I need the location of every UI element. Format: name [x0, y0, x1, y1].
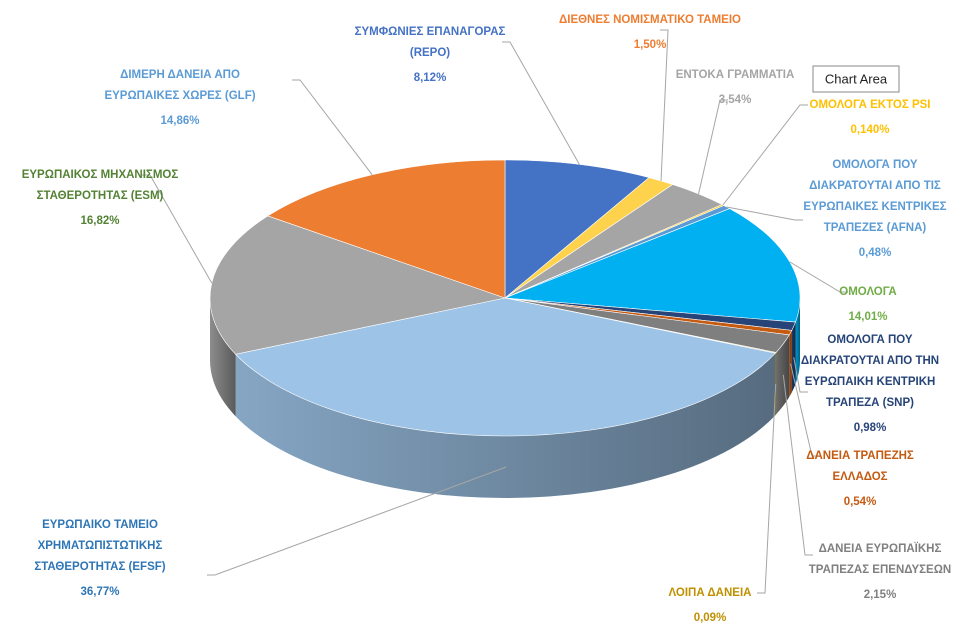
value-label: 16,82%	[80, 215, 119, 227]
category-label: ΤΡΑΠΕΖΑ (SNP)	[826, 397, 914, 409]
value-label: 14,01%	[848, 311, 887, 323]
value-label: 8,12%	[414, 72, 447, 84]
category-label: ΕΥΡΩΠΑΙΚΟΣ ΜΗΧΑΝΙΣΜΟΣ	[22, 169, 179, 181]
slice	[504, 208, 801, 323]
category-label: ΟΜΟΛΟΓΑ ΕΚΤΟΣ PSI	[810, 99, 931, 111]
category-label: ΕΛΛΑΔΟΣ	[832, 471, 887, 483]
category-label: ΤΡΑΠΕΖΕΣ (AFNA)	[824, 222, 927, 234]
value-label: 3,54%	[719, 94, 752, 106]
category-label: ΔΙΑΚΡΑΤΟΥΤΑΙ ΑΠΟ ΤΗΝ	[801, 355, 939, 367]
leader-line	[292, 79, 373, 176]
leader-line	[142, 174, 213, 284]
slice-side-shade	[775, 352, 777, 416]
category-label: ΕΥΡΩΠΑΙΚΟ ΤΑΜΕΙΟ	[42, 519, 158, 531]
leader-line	[793, 357, 808, 393]
value-label: 2,15%	[864, 589, 897, 601]
category-label: ΕΝΤΟΚΑ ΓΡΑΜΜΑΤΙΑ	[676, 69, 795, 81]
leader-line	[782, 374, 813, 556]
category-label: ΛΟΙΠΑ ΔΑΝΕΙΑ	[669, 587, 752, 599]
category-label: (REPO)	[410, 47, 450, 59]
value-label: 0,98%	[854, 422, 887, 434]
category-label: ΤΡΑΠΕΖΑΣ ΕΠΕΝΔΥΣΕΩΝ	[809, 564, 952, 576]
slice	[209, 215, 507, 355]
category-label: ΣΥΜΦΩΝΙΕΣ ΕΠΑΝΑΓΟΡΑΣ	[355, 26, 506, 38]
labels: ΣΥΜΦΩΝΙΕΣ ΕΠΑΝΑΓΟΡΑΣ (REPO) 8,12% ΔΙΕΘΝΕΣ Ν…	[22, 14, 952, 624]
leader-line	[726, 206, 803, 221]
category-label: ΕΥΡΩΠΑΙΚΕΣ ΧΩΡΕΣ (GLF)	[104, 90, 255, 102]
leader-line	[722, 104, 808, 206]
category-label: ΧΡΗΜΑΤΩΠΙΣΤΩΤΙΚΗΣ	[38, 540, 163, 552]
slice-side-shade	[789, 330, 792, 397]
tooltip-text: Chart Area	[825, 71, 888, 86]
leader-line	[207, 466, 507, 576]
leader-line	[757, 383, 777, 594]
tooltip-box	[812, 65, 900, 93]
category-label: ΔΑΝΕΙΑ ΤΡΑΠΕΖΗΣ	[806, 450, 914, 462]
value-label: 0,140%	[850, 124, 889, 136]
slice-side-shade	[235, 353, 776, 499]
value-label: 1,50%	[634, 39, 667, 51]
value-label: 36,77%	[80, 586, 119, 598]
value-label: 14,86%	[160, 115, 199, 127]
category-label: ΔΙΑΚΡΑΤΟΥΤΑΙ ΑΠΟ ΤΙΣ	[809, 180, 941, 192]
category-label: ΔΑΝΕΙΑ ΕΥΡΩΠΑΪΚΗΣ	[819, 542, 942, 555]
category-label: ΕΥΡΩΠΑΙΚΗ ΚΕΝΤΡΙΚΗ	[805, 376, 936, 388]
category-label: ΟΜΟΛΟΓΑ ΠΟΥ	[832, 159, 918, 171]
category-label: ΕΥΡΩΠΑΙΚΕΣ ΚΕΝΤΡΙΚΕΣ	[803, 201, 946, 213]
category-label: ΟΜΟΛΟΓΑ ΠΟΥ	[827, 334, 913, 346]
value-label: 0,54%	[844, 496, 877, 508]
value-label: 0,48%	[859, 247, 892, 259]
slice	[504, 159, 650, 299]
slice	[235, 297, 776, 437]
leader-line	[502, 41, 580, 165]
tooltip: Chart Area	[812, 65, 900, 93]
leader-line	[790, 363, 820, 457]
leader-line	[660, 29, 669, 181]
category-label: ΣΤΑΘΕΡΟΤΗΤΑΣ (EFSF)	[34, 561, 165, 573]
category-label: ΔΙΜΕΡΗ ΔΑΝΕΙΑ ΑΠΟ	[120, 69, 240, 81]
value-label: 0,09%	[694, 612, 727, 624]
pie-sides	[210, 298, 800, 499]
category-label: ΣΤΑΘΕΡΟΤΗΤΑΣ (ESM)	[37, 190, 164, 202]
category-label: ΟΜΟΛΟΓΑ	[839, 286, 896, 298]
pie-tops	[209, 159, 801, 437]
category-label: ΔΙΕΘΝΕΣ ΝΟΜΙΣΜΑΤΙΚΟ ΤΑΜΕΙΟ	[559, 14, 741, 26]
leader-line	[698, 99, 728, 194]
leader-line	[789, 261, 848, 293]
